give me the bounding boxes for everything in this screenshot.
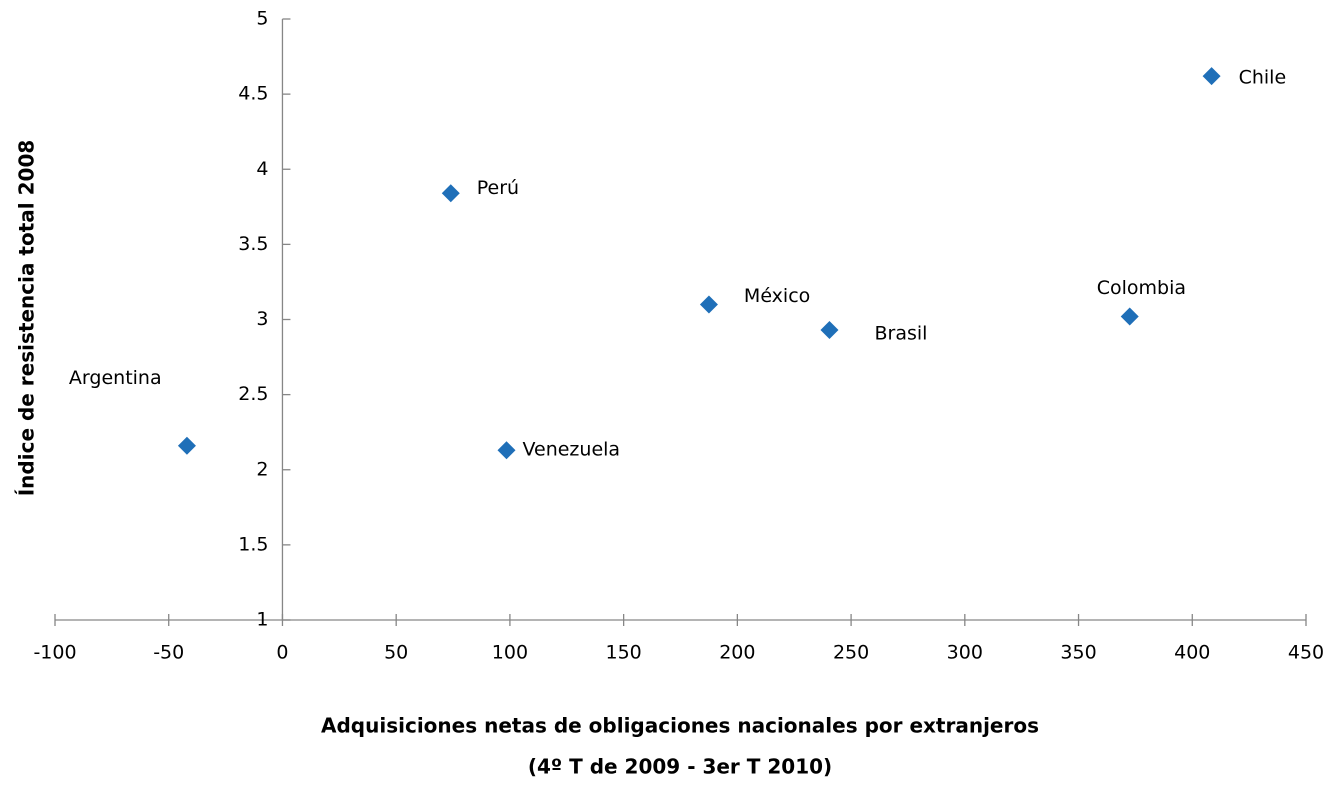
y-tick-label: 4.5 [238,83,268,105]
point [177,436,196,455]
x-tick-label: 100 [492,642,528,664]
y-tick-label: 2 [256,458,268,480]
point-label: Colombia [1097,277,1186,299]
x-tick-label: 350 [1060,642,1096,664]
x-axis-title: Adquisiciones netas de obligaciones naci… [321,714,1039,738]
x-tick-label: 200 [719,642,755,664]
y-axis-title: Índice de resistencia total 2008 [15,140,39,497]
point-label: Perú [477,177,519,199]
x-tick-label: 300 [947,642,983,664]
point [497,441,516,460]
point-label: Argentina [69,367,162,389]
point [699,295,718,314]
y-tick-label: 2.5 [238,383,268,405]
x-tick-label: 0 [276,642,288,664]
y-tick-label: 4 [256,158,268,180]
point [820,321,839,340]
point [441,184,460,203]
x-tick-label: -50 [153,642,184,664]
point-label: Chile [1239,67,1287,89]
x-tick-label: -100 [33,642,76,664]
y-tick-label: 3.5 [238,233,268,255]
point [1120,307,1139,326]
x-tick-label: 50 [384,642,408,664]
y-tick-label: 5 [256,8,268,30]
x-tick-label: 250 [833,642,869,664]
point-label: México [744,285,810,307]
x-tick-label: 400 [1174,642,1210,664]
y-tick-label: 1.5 [238,533,268,555]
point-label: Brasil [874,323,927,345]
y-tick-label: 1 [256,609,268,631]
point-label: Venezuela [522,439,620,461]
x-tick-label: 150 [606,642,642,664]
point [1202,67,1221,86]
x-tick-label: 450 [1288,642,1324,664]
x-axis-title: (4º T de 2009 - 3er T 2010) [528,755,832,779]
y-tick-label: 3 [256,308,268,330]
